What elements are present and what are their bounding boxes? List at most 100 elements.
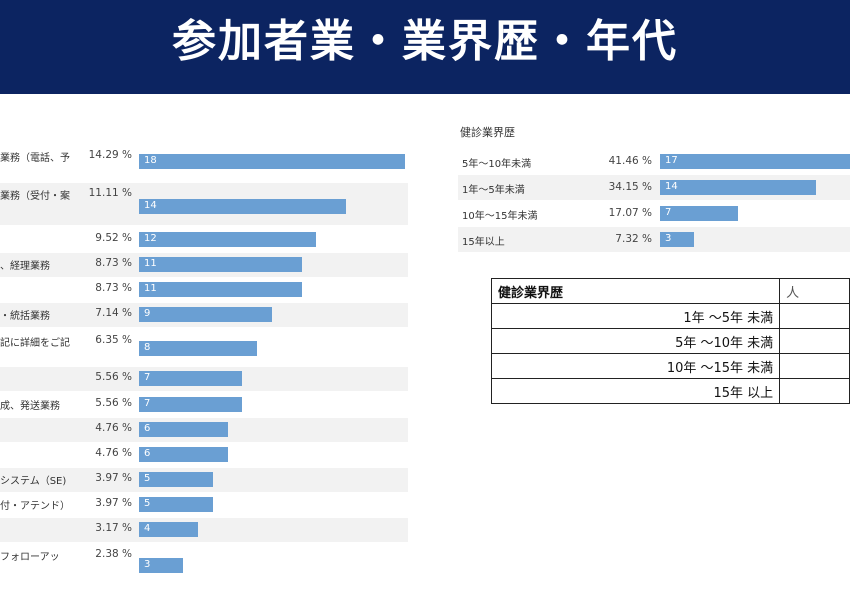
table-cell-empty [779,328,850,354]
category-label: 15年以上 [462,237,505,248]
bar-value-label: 5 [144,498,151,509]
table-cell-empty [779,303,850,329]
percent-label: 7.14 % [95,307,132,319]
percent-label: 8.73 % [95,257,132,269]
bar: 14 [660,180,816,195]
chart-row: 4.76 % 6 [0,418,408,442]
category-label: 記に詳細をご記 [0,338,70,349]
bar: 14 [139,199,346,214]
duties-bar-chart: 業務（電話、予 14.29 % 18 業務（受付・案 11.11 % 14 9.52 % 12… [0,145,420,585]
percent-label: 14.29 % [88,149,132,161]
bar: 11 [139,257,302,272]
bar: 9 [139,307,272,322]
percent-label: 34.15 % [608,181,652,193]
chart-row: 4.76 % 6 [0,443,408,467]
bar-value-label: 5 [144,473,151,484]
chart-title: 健診業界歴 [460,126,515,139]
percent-label: 3.97 % [95,497,132,509]
bar: 3 [139,558,183,573]
category-label: 業務（電話、予 [0,153,70,164]
bar-value-label: 7 [665,207,672,218]
bar: 7 [660,206,738,221]
category-label: 、経理業務 [0,261,50,272]
percent-label: 3.17 % [95,522,132,534]
bar: 7 [139,371,242,386]
percent-label: 4.76 % [95,447,132,459]
bar: 18 [139,154,405,169]
bar: 11 [139,282,302,297]
percent-label: 6.35 % [95,334,132,346]
bar: 12 [139,232,316,247]
category-label: システム（SE) [0,476,67,487]
chart-row: 成、発送業務 5.56 % 7 [0,393,408,417]
percent-label: 8.73 % [95,282,132,294]
table-row: 1年 〜5年 未満 [490,303,850,329]
percent-label: 4.76 % [95,422,132,434]
category-label: 5年〜10年未満 [462,159,532,170]
percent-label: 7.32 % [615,233,652,245]
bar-value-label: 4 [144,523,151,534]
bar-value-label: 3 [144,559,151,570]
category-label: ・統括業務 [0,311,50,322]
category-label: 10年〜15年未満 [462,211,538,222]
bar: 8 [139,341,257,356]
page-title: 参加者業・業界歴・年代 [172,16,678,67]
percent-label: 11.11 % [88,187,132,199]
table-cell-empty [779,378,850,404]
bar-value-label: 11 [144,258,157,269]
percent-label: 9.52 % [95,232,132,244]
bar: 6 [139,422,228,437]
bar: 5 [139,472,213,487]
bar-value-label: 9 [144,308,151,319]
bar-value-label: 8 [144,342,151,353]
table-header-experience: 健診業界歴 [490,278,781,304]
bar-value-label: 14 [665,181,678,192]
chart-row: 1年〜5年未満 34.15 % 14 [458,175,850,200]
percent-label: 5.56 % [95,371,132,383]
bar-value-label: 18 [144,155,157,166]
bar-value-label: 7 [144,372,151,383]
bar: 5 [139,497,213,512]
bar-value-label: 6 [144,448,151,459]
chart-row: システム（SE) 3.97 % 5 [0,468,408,492]
chart-row: 15年以上 7.32 % 3 [458,227,850,252]
bar-value-label: 6 [144,423,151,434]
table-cell-label: 1年 〜5年 未満 [490,303,781,329]
category-label: 成、発送業務 [0,401,60,412]
category-label: 業務（受付・案 [0,191,70,202]
table-row: 15年 以上 [490,378,850,404]
category-label: 1年〜5年未満 [462,185,525,196]
bar: 6 [139,447,228,462]
category-label: フォローアッ [0,552,60,563]
chart-row: 5.56 % 7 [0,367,408,391]
chart-row: 、経理業務 8.73 % 11 [0,253,408,277]
chart-row: 3.17 % 4 [0,518,408,542]
bar-value-label: 7 [144,398,151,409]
bar-value-label: 3 [665,233,672,244]
table-cell-label: 5年 〜10年 未満 [490,328,781,354]
chart-row: 10年〜15年未満 17.07 % 7 [458,201,850,226]
table-cell-label: 10年 〜15年 未満 [490,353,781,379]
chart-row: 記に詳細をご記 6.35 % 8 [0,330,408,367]
bar: 17 [660,154,850,169]
bar-value-label: 12 [144,233,157,244]
chart-row: 業務（受付・案 11.11 % 14 [0,183,408,225]
percent-label: 41.46 % [608,155,652,167]
table-header-people: 人 [779,278,850,304]
chart-row: 8.73 % 11 [0,278,408,302]
table-header-row: 健診業界歴 人 [490,278,850,304]
chart-row: ・統括業務 7.14 % 9 [0,303,408,327]
percent-label: 3.97 % [95,472,132,484]
chart-row: 9.52 % 12 [0,228,408,252]
experience-table: 健診業界歴 人 1年 〜5年 未満 5年 〜10年 未満 10年 〜15年 未満… [490,278,850,404]
percent-label: 17.07 % [608,207,652,219]
table-row: 5年 〜10年 未満 [490,328,850,354]
category-label: 付・アテンド） [0,501,70,512]
table-cell-label: 15年 以上 [490,378,781,404]
table-cell-empty [779,353,850,379]
industry-experience-bar-chart: 健診業界歴 5年〜10年未満 41.46 % 17 1年〜5年未満 34.15 % 14 1… [458,122,850,257]
percent-label: 5.56 % [95,397,132,409]
chart-row: 業務（電話、予 14.29 % 18 [0,145,408,175]
table-row: 10年 〜15年 未満 [490,353,850,379]
bar-value-label: 17 [665,155,678,166]
